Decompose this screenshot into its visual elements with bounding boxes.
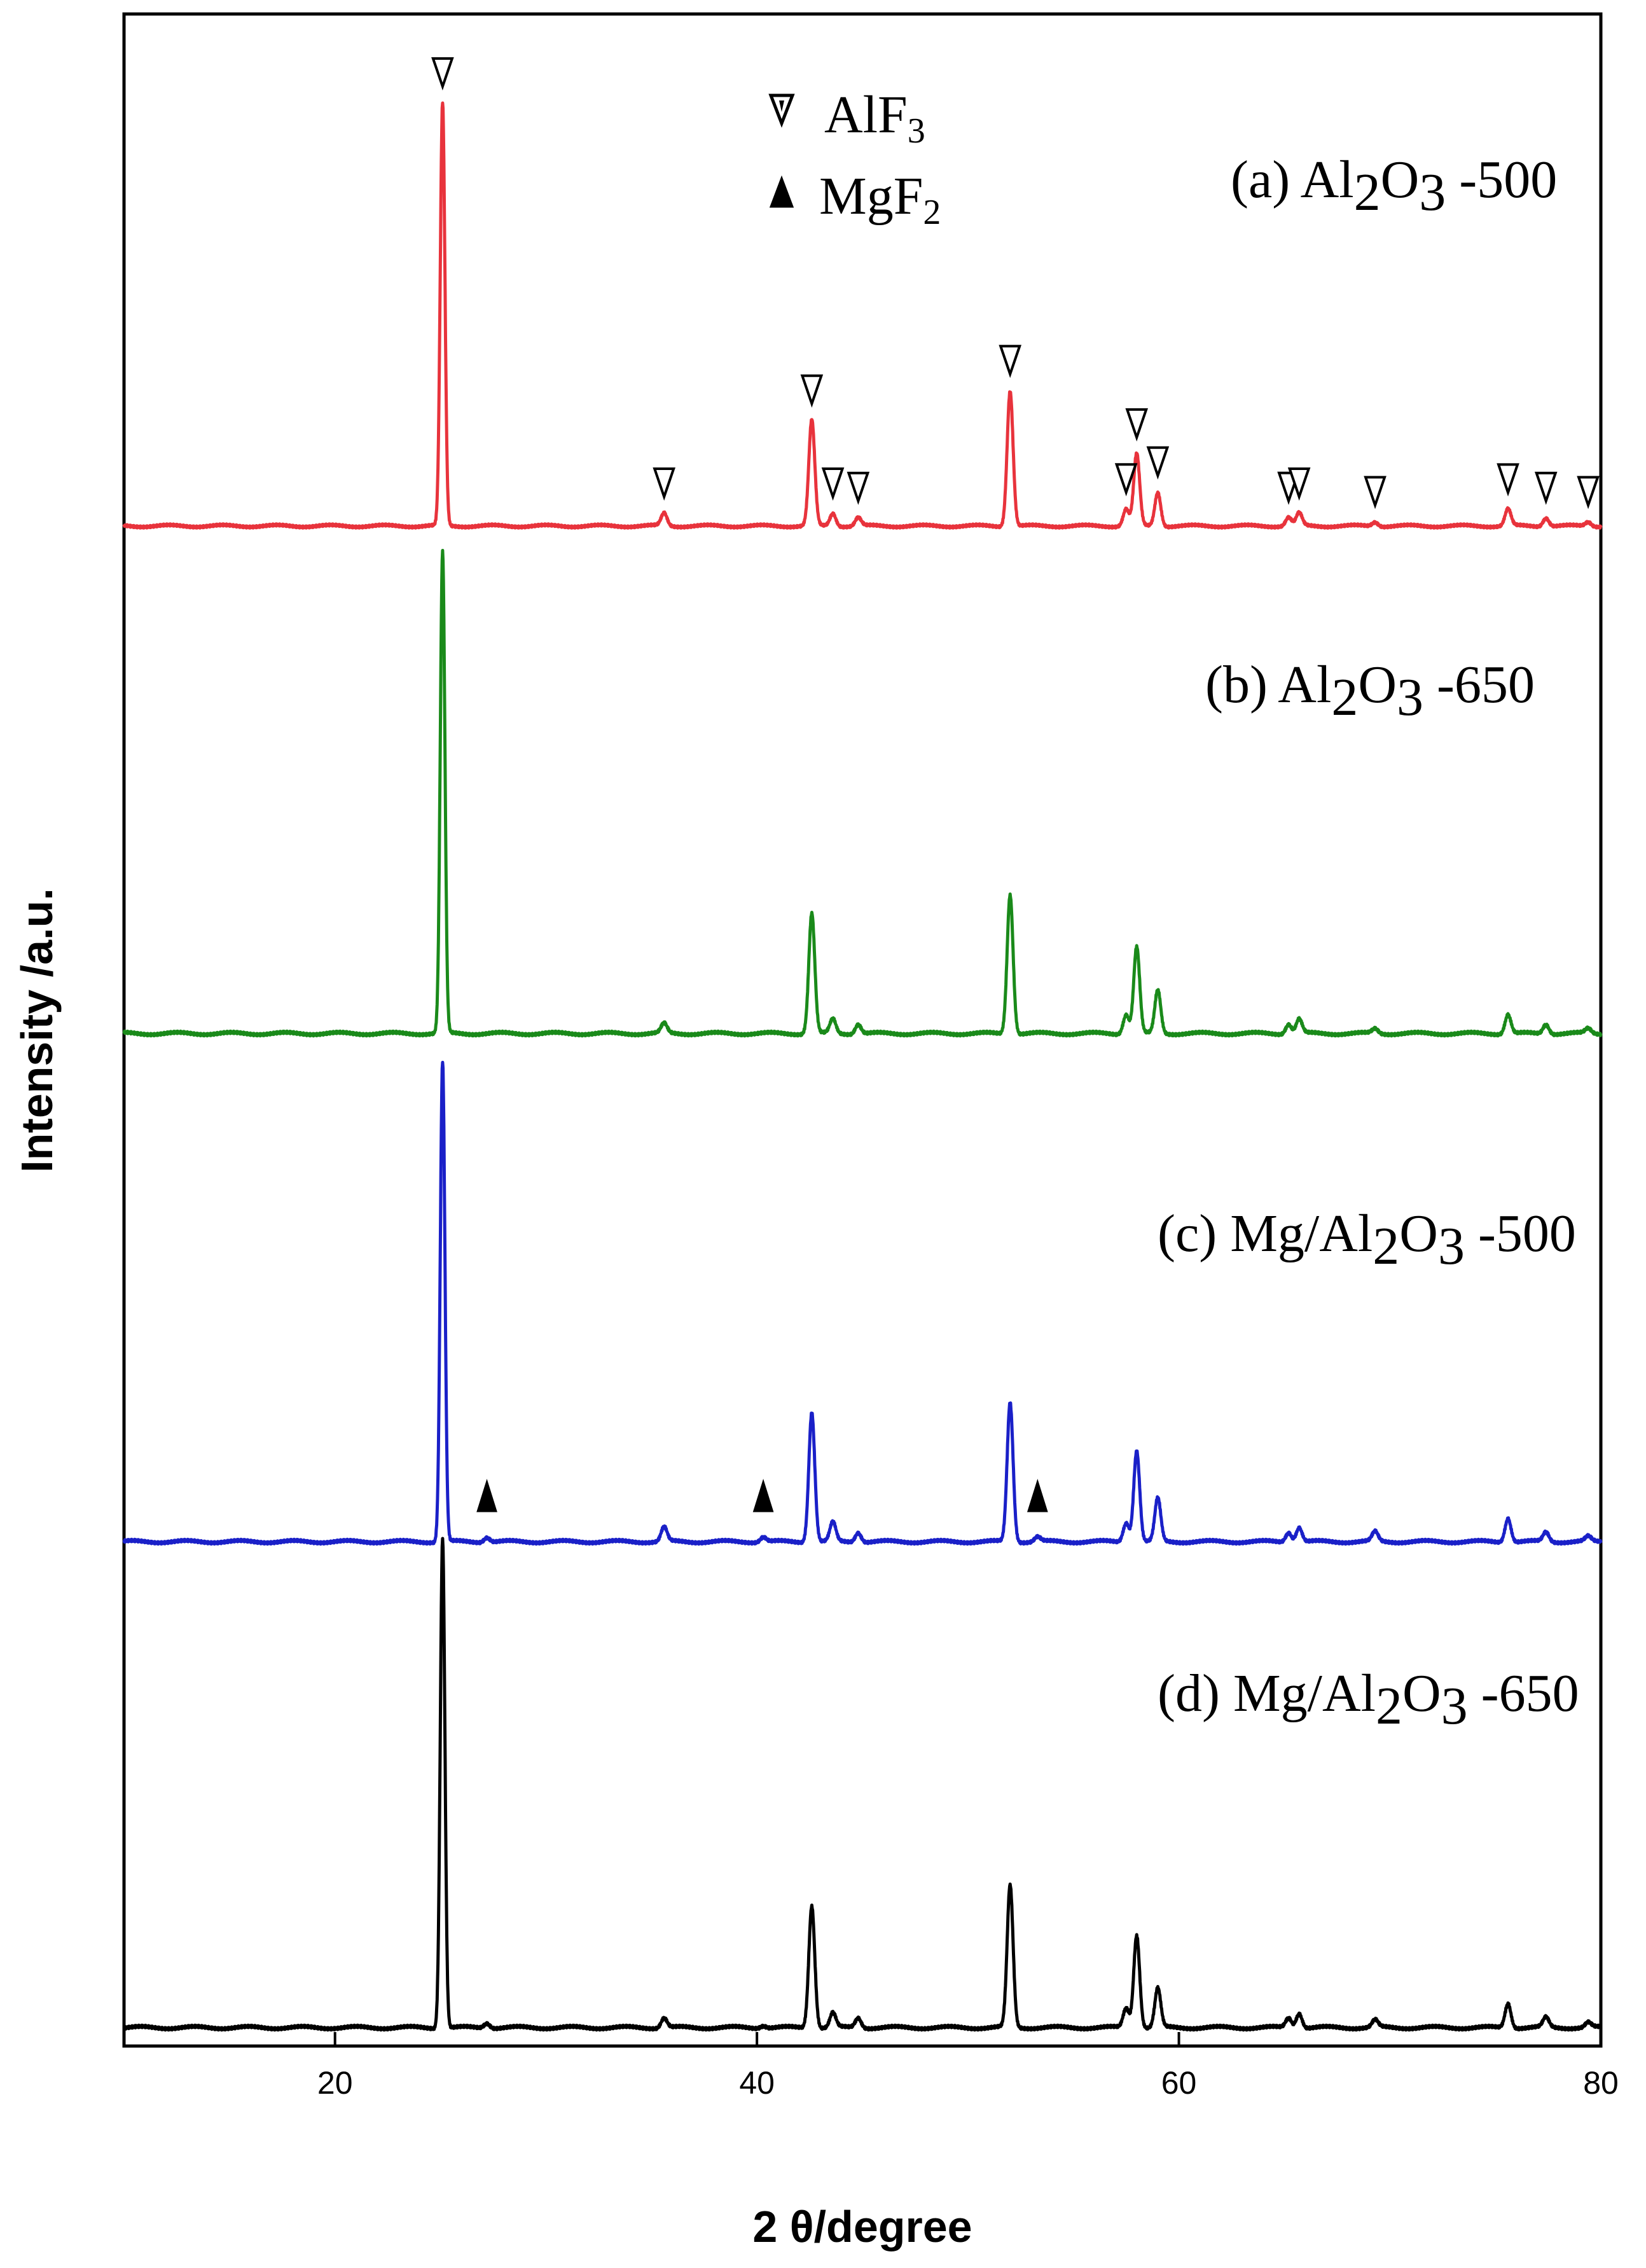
series-traces bbox=[122, 101, 1603, 2032]
x-axis-ticks: 20 40 60 80 bbox=[317, 2032, 1619, 2101]
legend-alf3-marker-inner bbox=[779, 100, 784, 112]
phase-markers bbox=[431, 57, 1600, 1512]
x-tick-label-80: 80 bbox=[1583, 2065, 1619, 2101]
legend-mgf2-label: MgF2 bbox=[819, 167, 941, 232]
trace-b-al2o3-650 bbox=[122, 549, 1603, 1038]
alf3-marker bbox=[800, 374, 824, 408]
alf3-marker bbox=[1125, 408, 1149, 442]
alf3-marker bbox=[431, 57, 454, 91]
alf3-marker bbox=[999, 345, 1021, 378]
sample-labels: (a) Al2O3 -500 (b) Al2O3 -650 (c) Mg/Al2… bbox=[1158, 150, 1579, 1736]
x-tick-label-60: 60 bbox=[1161, 2065, 1197, 2101]
alf3-marker bbox=[1497, 463, 1519, 497]
alf3-marker bbox=[1114, 463, 1138, 497]
legend-alf3-label: AlF3 bbox=[824, 85, 925, 151]
sample-label-a: (a) Al2O3 -500 bbox=[1231, 150, 1557, 222]
alf3-marker bbox=[1364, 476, 1387, 509]
alf3-marker bbox=[821, 467, 845, 501]
x-tick-label-20: 20 bbox=[317, 2065, 353, 2101]
alf3-marker bbox=[1146, 446, 1170, 480]
sample-label-d: (d) Mg/Al2O3 -650 bbox=[1158, 1664, 1579, 1736]
mgf2-marker bbox=[1027, 1479, 1048, 1512]
y-axis-label: Intensity /a.u. bbox=[12, 888, 62, 1172]
trace-a-al2o3-500 bbox=[122, 101, 1603, 530]
alf3-marker bbox=[1287, 467, 1311, 501]
sample-label-c: (c) Mg/Al2O3 -500 bbox=[1158, 1204, 1576, 1276]
trace-d-mg-al2o3-650 bbox=[122, 1537, 1603, 2032]
alf3-marker bbox=[1577, 476, 1600, 509]
mgf2-marker bbox=[476, 1479, 497, 1512]
alf3-marker bbox=[847, 471, 870, 505]
alf3-marker bbox=[1534, 471, 1558, 505]
x-axis-label: 2 θ/degree bbox=[752, 2202, 972, 2251]
alf3-marker bbox=[653, 467, 675, 501]
legend-mgf2-marker bbox=[769, 175, 794, 208]
sample-label-b: (b) Al2O3 -650 bbox=[1205, 655, 1535, 727]
legend: AlF3 MgF2 bbox=[768, 85, 941, 232]
mgf2-marker bbox=[752, 1479, 774, 1512]
x-tick-label-40: 40 bbox=[739, 2065, 775, 2101]
trace-c-mg-al2o3-500 bbox=[122, 1060, 1603, 1546]
